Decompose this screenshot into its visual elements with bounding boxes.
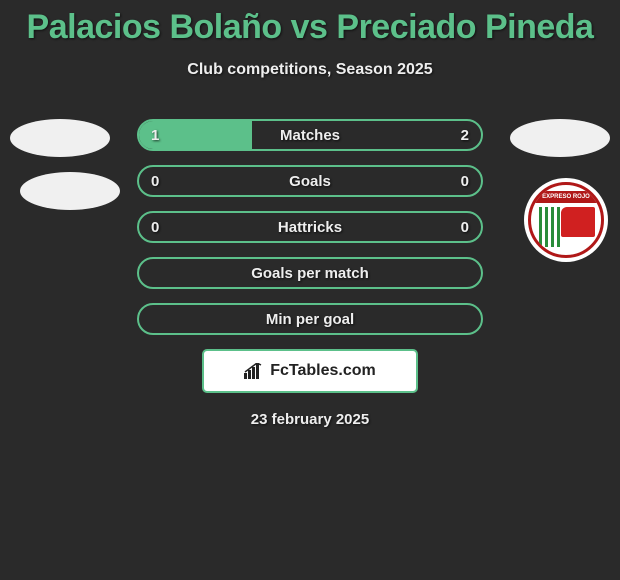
stat-bar: 0 0 Hattricks — [137, 211, 483, 243]
stat-value-right: 0 — [461, 173, 469, 190]
stat-value-left: 1 — [151, 127, 159, 144]
stats-container: 1 2 Matches 0 0 Goals 0 0 Hattricks Goals per mat… — [0, 119, 620, 335]
stat-label: Min per goal — [266, 311, 354, 328]
season-subtitle: Club competitions, Season 2025 — [0, 61, 620, 79]
stat-row: 0 0 Hattricks — [0, 211, 620, 243]
bar-chart-icon — [244, 363, 264, 379]
stat-row: 0 0 Goals — [0, 165, 620, 197]
stat-bar: Min per goal — [137, 303, 483, 335]
stat-value-right: 0 — [461, 219, 469, 236]
stat-label: Goals — [289, 173, 331, 190]
stat-row: Min per goal — [0, 303, 620, 335]
stat-label: Matches — [280, 127, 340, 144]
stat-bar: 1 2 Matches — [137, 119, 483, 151]
stat-row: 1 2 Matches — [0, 119, 620, 151]
stat-row: Goals per match — [0, 257, 620, 289]
stat-value-left: 0 — [151, 173, 159, 190]
comparison-date: 23 february 2025 — [0, 411, 620, 428]
stat-bar: 0 0 Goals — [137, 165, 483, 197]
stat-value-right: 2 — [461, 127, 469, 144]
stat-label: Hattricks — [278, 219, 342, 236]
stat-label: Goals per match — [251, 265, 369, 282]
stat-bar: Goals per match — [137, 257, 483, 289]
stat-value-left: 0 — [151, 219, 159, 236]
fctables-watermark: FcTables.com — [202, 349, 418, 393]
comparison-title: Palacios Bolaño vs Preciado Pineda — [0, 0, 620, 47]
fctables-label: FcTables.com — [270, 362, 376, 380]
